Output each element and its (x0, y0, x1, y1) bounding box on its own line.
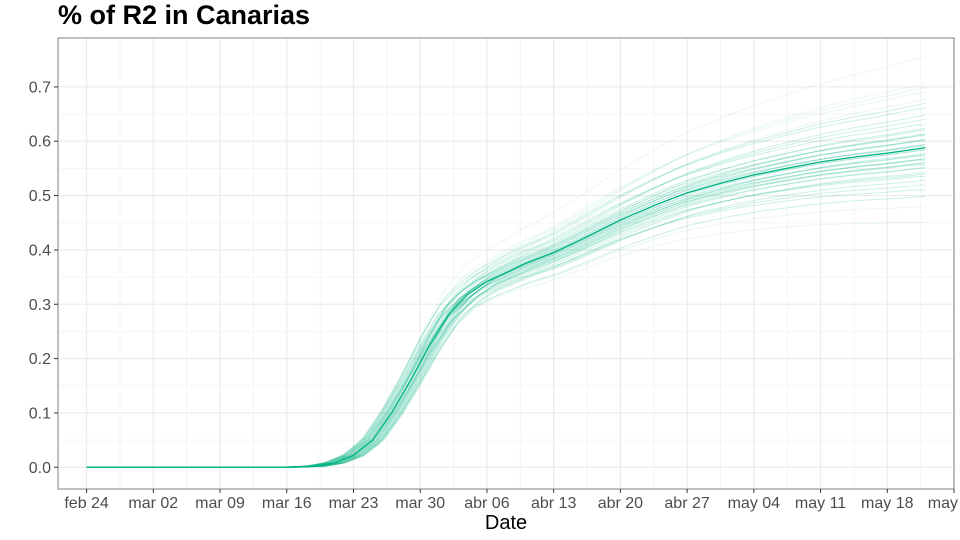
y-tick-label: 0.6 (29, 134, 51, 151)
simulation-line (86, 205, 926, 468)
simulation-line (86, 162, 926, 468)
simulation-line (86, 153, 926, 468)
x-tick-label: abr 06 (464, 495, 509, 512)
y-axis: 0.0 0.1 0.2 0.3 0.4 0.5 0.6 0.7 (29, 79, 58, 477)
x-tick-label: abr 27 (664, 495, 709, 512)
simulation-line (86, 184, 926, 468)
x-tick-label: abr 20 (598, 495, 643, 512)
grid-minor (58, 38, 954, 489)
simulation-line (86, 135, 926, 468)
simulation-line (86, 166, 926, 468)
simulation-line (86, 129, 926, 468)
x-tick-label: mar 30 (395, 495, 445, 512)
x-tick-label: mar 23 (329, 495, 379, 512)
simulation-line (86, 154, 926, 468)
x-tick-label: may 25 (928, 495, 960, 512)
x-tick-label: may 18 (861, 495, 914, 512)
chart-title: % of R2 in Canarias (58, 0, 310, 30)
simulation-line (86, 173, 926, 468)
panel-border (57, 37, 955, 490)
simulation-line (86, 148, 926, 468)
simulation-line (86, 221, 926, 468)
x-axis: feb 24 mar 02 mar 09 mar 16 mar 23 mar 30 abr … (64, 489, 960, 512)
simulation-line (86, 133, 926, 468)
simulation-line (86, 175, 926, 468)
simulation-line (86, 158, 926, 468)
central-line (86, 147, 926, 468)
y-tick-label: 0.4 (29, 242, 51, 259)
x-tick-label: may 11 (795, 495, 846, 512)
x-axis-title: Date (485, 512, 527, 534)
central-estimate-line (86, 147, 926, 468)
simulation-line (86, 124, 926, 468)
grid-major (58, 38, 955, 489)
x-tick-label: mar 09 (195, 495, 245, 512)
simulation-line (86, 155, 926, 468)
x-tick-label: mar 02 (128, 495, 178, 512)
y-tick-label: 0.0 (29, 460, 51, 477)
simulation-line (86, 162, 926, 468)
simulation-line (86, 179, 926, 468)
x-tick-label: mar 16 (262, 495, 312, 512)
simulation-line (86, 158, 926, 468)
y-tick-label: 0.3 (29, 297, 51, 314)
simulation-lines (86, 56, 926, 468)
y-tick-label: 0.5 (29, 188, 51, 205)
x-tick-label: may 04 (728, 495, 781, 512)
simulation-line (86, 133, 926, 468)
x-tick-label: abr 13 (531, 495, 576, 512)
y-tick-label: 0.2 (29, 351, 51, 368)
simulation-line (86, 189, 926, 468)
simulation-line (86, 167, 926, 468)
simulation-line (86, 149, 926, 468)
x-tick-label: feb 24 (64, 495, 109, 512)
simulation-line (86, 164, 926, 468)
y-tick-label: 0.1 (29, 405, 51, 422)
y-tick-label: 0.7 (29, 79, 51, 96)
simulation-line (86, 146, 926, 468)
simulation-line (86, 172, 926, 468)
